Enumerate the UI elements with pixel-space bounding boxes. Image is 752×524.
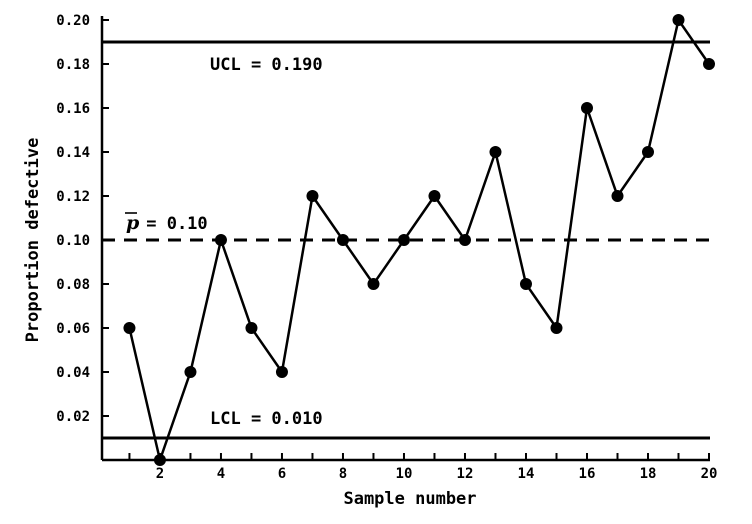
data-point: [184, 366, 197, 378]
x-tick-label: 2: [156, 466, 164, 482]
data-point: [611, 190, 624, 202]
data-point: [214, 234, 227, 246]
data-point: [672, 14, 685, 26]
lcl-label: LCL = 0.010: [210, 409, 323, 429]
x-tick-label: 20: [701, 466, 718, 482]
data-point: [703, 58, 715, 70]
data-point: [397, 234, 410, 246]
data-point: [153, 454, 166, 466]
y-tick-label: 0.18: [56, 57, 90, 73]
y-tick-label: 0.20: [56, 13, 90, 29]
data-point: [428, 190, 441, 202]
data-point: [123, 322, 136, 334]
data-point: [489, 146, 502, 158]
data-point: [458, 234, 471, 246]
x-tick-label: 4: [217, 466, 225, 482]
center-line-label: = 0.10: [136, 214, 208, 234]
data-point: [275, 366, 288, 378]
data-point: [245, 322, 258, 334]
labels: UCL = 0.190 p = 0.10 LCL = 0.010 Sample …: [23, 55, 477, 509]
reference-lines: [102, 40, 710, 440]
data-point: [550, 322, 563, 334]
x-tick-label: 14: [518, 466, 535, 482]
center-label: p = 0.10: [125, 212, 208, 234]
x-tick-label: 16: [579, 466, 596, 482]
data-point: [367, 278, 380, 290]
y-tick-label: 0.10: [56, 233, 90, 249]
y-axis-title: Proportion defective: [23, 138, 43, 343]
y-tick-label: 0.16: [56, 101, 90, 117]
series-line: [128, 16, 711, 465]
ucl-label: UCL = 0.190: [210, 55, 323, 75]
x-tick-label: 6: [278, 466, 286, 482]
data-point: [519, 278, 532, 290]
y-tick-label: 0.04: [56, 365, 90, 381]
x-axis-title: Sample number: [343, 489, 476, 509]
x-tick-label: 12: [457, 466, 474, 482]
x-tick-label: 18: [640, 466, 657, 482]
x-tick-label: 10: [396, 466, 413, 482]
data-point: [306, 190, 319, 202]
data-point: [641, 146, 654, 158]
y-tick-label: 0.12: [56, 189, 90, 205]
data-point: [336, 234, 349, 246]
y-tick-label: 0.02: [56, 409, 90, 425]
x-tick-label: 8: [339, 466, 347, 482]
axes: 0.02 0.04 0.06 0.08 0.10 0.12 0.14 0.16 0.18 0.20…: [56, 13, 717, 482]
y-tick-label: 0.08: [56, 277, 90, 293]
p-bar-symbol: p: [126, 212, 140, 234]
data-point: [580, 102, 593, 114]
y-tick-label: 0.06: [56, 321, 90, 337]
y-tick-label: 0.14: [56, 145, 90, 161]
data-series: [123, 14, 715, 466]
